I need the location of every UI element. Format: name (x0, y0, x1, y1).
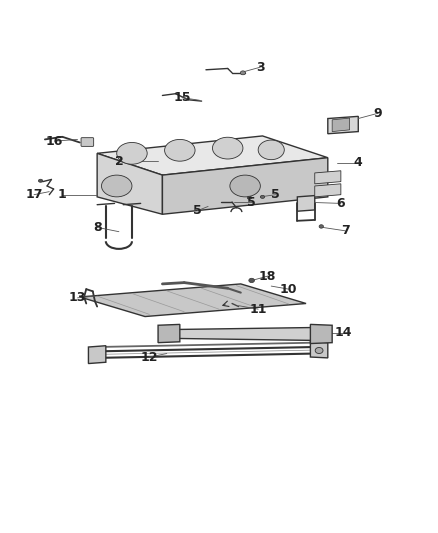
Ellipse shape (249, 278, 254, 282)
Text: 5: 5 (193, 204, 201, 217)
Ellipse shape (39, 179, 43, 182)
Polygon shape (311, 325, 332, 344)
Text: 9: 9 (374, 107, 382, 120)
Text: 12: 12 (141, 351, 158, 364)
Text: 3: 3 (256, 61, 265, 74)
Polygon shape (88, 346, 106, 364)
Polygon shape (80, 284, 306, 317)
FancyBboxPatch shape (81, 138, 94, 147)
Polygon shape (311, 341, 328, 358)
Polygon shape (97, 136, 328, 175)
Text: 2: 2 (114, 155, 123, 168)
Text: 14: 14 (334, 326, 352, 339)
Ellipse shape (212, 137, 243, 159)
Text: 8: 8 (93, 221, 102, 234)
Ellipse shape (319, 225, 323, 228)
Text: 6: 6 (336, 197, 345, 210)
Text: 11: 11 (249, 303, 267, 316)
Ellipse shape (165, 140, 195, 161)
Text: 10: 10 (280, 282, 297, 296)
Text: 15: 15 (173, 91, 191, 104)
Text: 18: 18 (259, 270, 276, 282)
Ellipse shape (117, 142, 147, 164)
Polygon shape (315, 171, 341, 184)
Polygon shape (332, 118, 350, 132)
Ellipse shape (102, 175, 132, 197)
Text: 5: 5 (247, 196, 256, 208)
Ellipse shape (260, 195, 265, 198)
Ellipse shape (315, 348, 323, 353)
Ellipse shape (230, 175, 260, 197)
Polygon shape (297, 196, 315, 211)
Ellipse shape (258, 140, 284, 160)
Text: 17: 17 (25, 188, 43, 201)
Polygon shape (167, 327, 319, 341)
Polygon shape (162, 158, 328, 214)
Text: 7: 7 (341, 224, 350, 237)
Polygon shape (315, 184, 341, 197)
Polygon shape (158, 325, 180, 343)
Text: 1: 1 (58, 188, 67, 201)
Ellipse shape (240, 71, 246, 75)
Text: 4: 4 (354, 156, 363, 169)
Polygon shape (97, 154, 162, 214)
Polygon shape (328, 116, 358, 134)
Ellipse shape (247, 196, 252, 199)
Text: 13: 13 (69, 292, 86, 304)
Text: 5: 5 (271, 188, 280, 201)
Text: 16: 16 (46, 135, 63, 148)
